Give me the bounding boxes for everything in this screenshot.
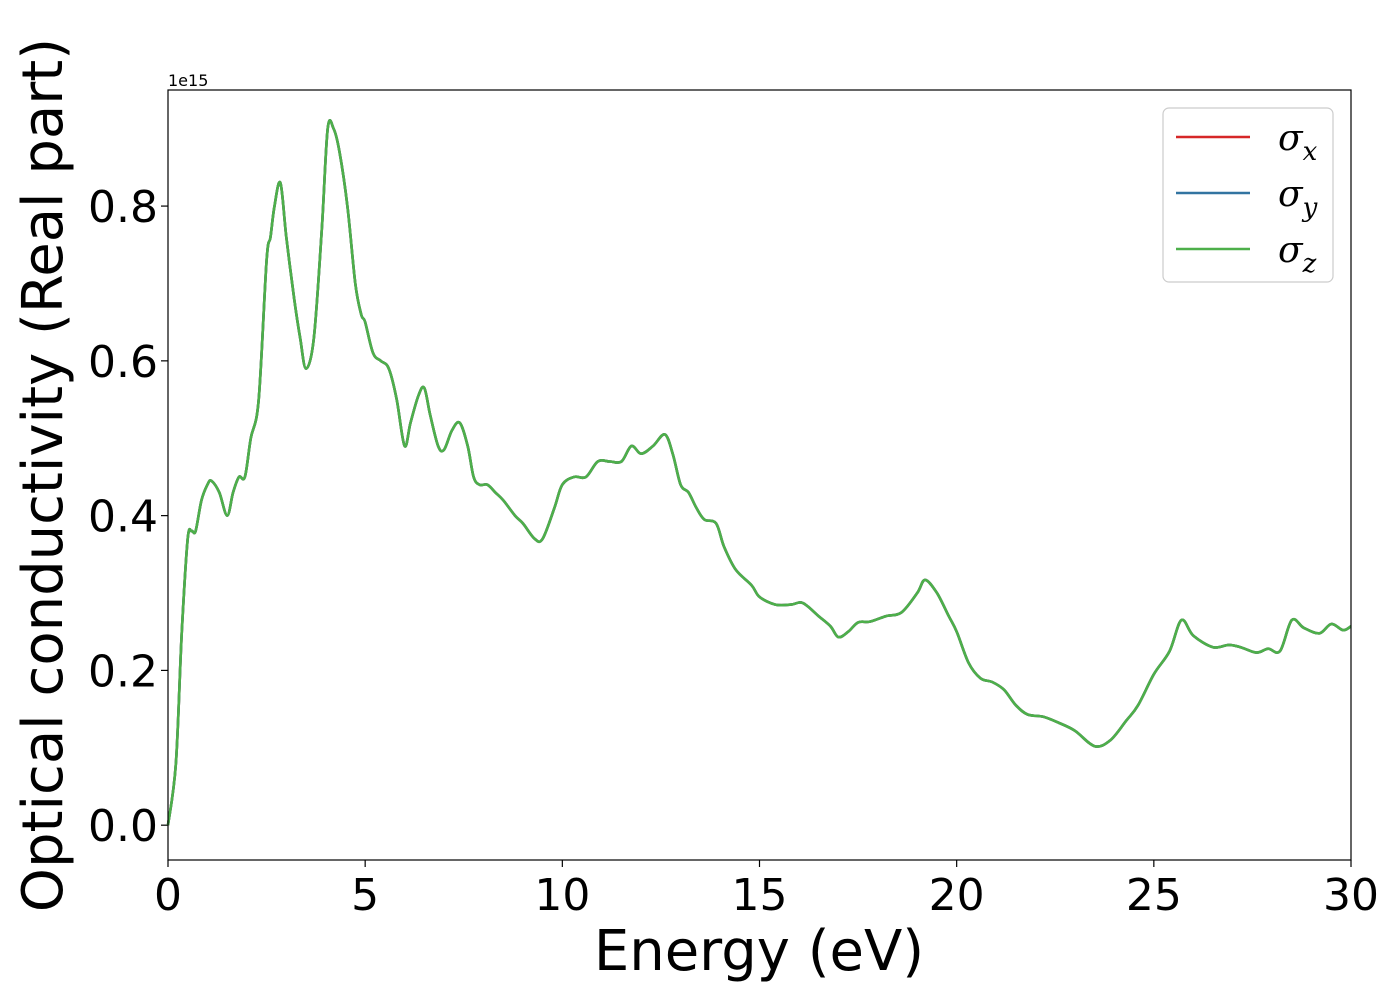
legend-label: σx	[1278, 118, 1318, 167]
x-tick-label: 0	[154, 870, 182, 921]
series-lines	[166, 118, 1352, 826]
x-axis-title: Energy (eV)	[594, 919, 924, 984]
x-tick-label: 5	[351, 870, 379, 921]
y-axis-title: Optical conductivity (Real part)	[11, 38, 76, 912]
y-tick-label: 0.4	[88, 492, 158, 543]
legend-label: σz	[1278, 230, 1317, 279]
plot-frame	[167, 89, 1352, 861]
x-tick-label: 10	[534, 870, 590, 921]
legend-box	[1162, 107, 1334, 283]
y-tick-label: 0.0	[88, 801, 158, 852]
y-offset-label: 1e15	[168, 71, 208, 90]
y-tick-label: 0.8	[88, 182, 158, 233]
x-tick-label: 30	[1323, 870, 1379, 921]
legend: σx σy σz	[1162, 107, 1334, 283]
x-tick-label: 20	[929, 870, 985, 921]
x-tick-label: 15	[732, 870, 788, 921]
series-line-3	[166, 118, 1352, 826]
axis-ticks: 0 5 10 15 20 25 30 0.0 0.2 0.4 0.6 0.8	[88, 182, 1379, 921]
y-tick-label: 0.6	[88, 337, 158, 388]
x-tick-label: 25	[1126, 870, 1182, 921]
y-tick-label: 0.2	[88, 646, 158, 697]
legend-label: σy	[1278, 174, 1318, 223]
